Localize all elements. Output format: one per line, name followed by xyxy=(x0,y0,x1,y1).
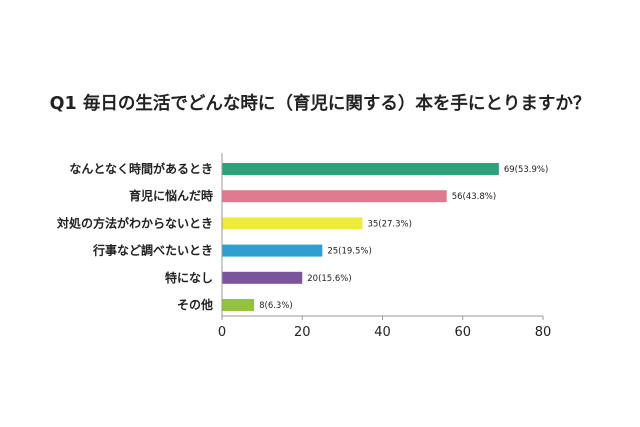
x-tick-label: 60 xyxy=(454,325,471,340)
category-label: その他 xyxy=(177,297,213,312)
chart-title: Q1 毎日の生活でどんな時に（育児に関する）本を手にとりますか？ xyxy=(50,93,591,114)
bar xyxy=(222,217,363,230)
data-label: 25(19.5%) xyxy=(327,247,371,257)
data-labels: 69(53.9%) 56(43.8%) 35(27.3%) 25(19.5%) 20(1… xyxy=(259,165,548,311)
bar xyxy=(222,299,255,311)
data-label: 35(27.3%) xyxy=(367,219,411,229)
data-label: 8(6.3%) xyxy=(259,301,293,311)
x-axis: 0 20 40 60 80 xyxy=(218,153,551,340)
category-label: 育児に悩んだ時 xyxy=(129,188,213,203)
bar xyxy=(222,190,447,203)
data-label: 20(15.6%) xyxy=(307,274,351,284)
data-label: 56(43.8%) xyxy=(452,192,496,202)
category-label: 対処の方法がわからないとき xyxy=(56,215,213,230)
x-tick-label: 0 xyxy=(218,325,226,340)
bars xyxy=(222,163,499,311)
category-label: 特になし xyxy=(165,270,213,285)
bar xyxy=(222,163,499,175)
category-label: 行事など調べたいとき xyxy=(92,243,213,258)
data-label: 69(53.9%) xyxy=(504,165,548,175)
x-tick-label: 20 xyxy=(294,325,311,340)
bar xyxy=(222,244,323,257)
bar xyxy=(222,271,303,284)
x-tick-label: 80 xyxy=(535,325,552,340)
category-label: なんとなく時間があるとき xyxy=(69,161,213,176)
x-tick-label: 40 xyxy=(374,325,391,340)
category-labels: なんとなく時間があるとき育児に悩んだ時対処の方法がわからないとき行事など調べたい… xyxy=(56,161,213,312)
